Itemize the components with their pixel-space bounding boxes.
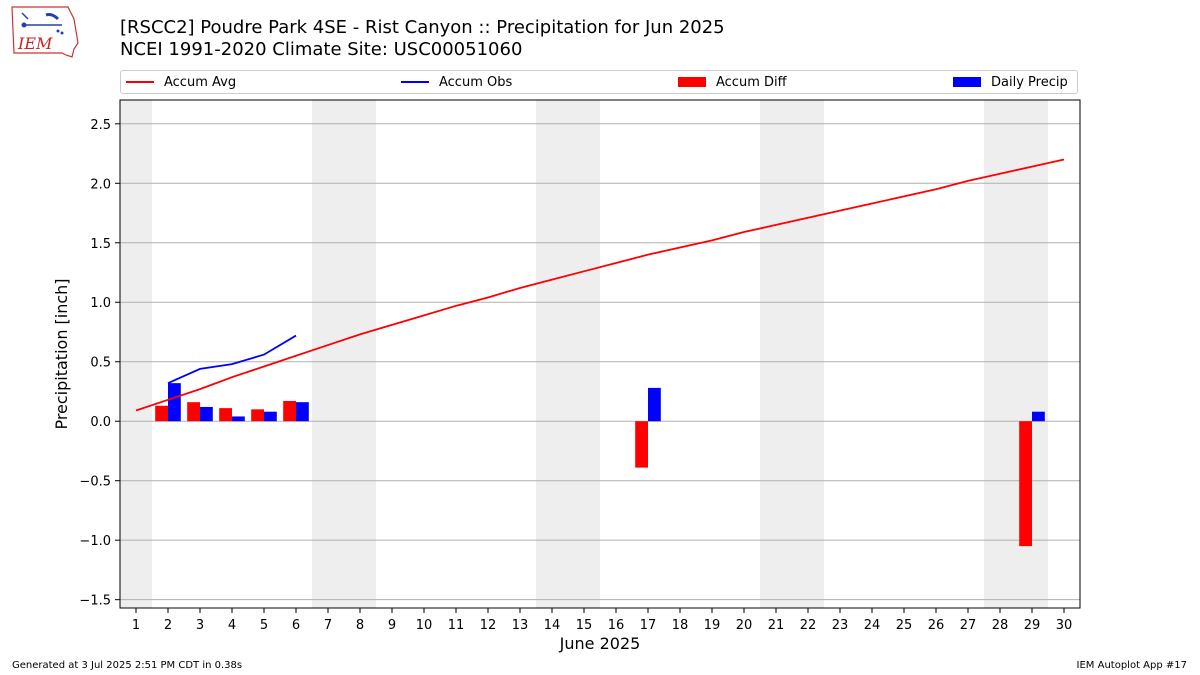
- x-tick-label: 20: [736, 618, 753, 633]
- daily-precip-bar: [648, 387, 661, 422]
- legend-item-accum-diff: Accum Diff: [678, 71, 787, 93]
- x-tick-label: 8: [356, 618, 364, 633]
- legend-swatch-accum-avg: [126, 81, 154, 83]
- x-tick-label: 13: [512, 618, 529, 633]
- x-tick-label: 2: [164, 618, 172, 633]
- y-tick-label: 1.0: [90, 296, 111, 311]
- x-tick-label: 11: [448, 618, 465, 633]
- x-tick-label: 25: [896, 618, 913, 633]
- x-tick-label: 17: [640, 618, 657, 633]
- y-tick-label: −1.5: [79, 594, 111, 609]
- x-tick-label: 5: [260, 618, 268, 633]
- chart-legend: Accum Avg Accum Obs Accum Diff Daily Pre…: [120, 70, 1078, 94]
- x-tick-label: 1: [132, 618, 140, 633]
- x-tick-label: 26: [928, 618, 945, 633]
- legend-swatch-accum-obs: [401, 81, 429, 83]
- x-tick-label: 19: [704, 618, 721, 633]
- bars: [155, 383, 1045, 547]
- weekend-band: [344, 100, 376, 608]
- daily-precip-bar: [200, 406, 213, 422]
- chart-title: [RSCC2] Poudre Park 4SE - Rist Canyon ::…: [120, 17, 725, 38]
- x-tick-label: 23: [832, 618, 849, 633]
- x-tick-label: 3: [196, 618, 204, 633]
- y-tick-label: −0.5: [79, 475, 111, 490]
- x-tick-label: 9: [388, 618, 396, 633]
- legend-label-accum-obs: Accum Obs: [439, 74, 513, 90]
- weekend-shading: [120, 100, 1048, 608]
- x-tick-label: 12: [480, 618, 497, 633]
- legend-item-accum-obs: Accum Obs: [401, 71, 512, 93]
- daily-precip-bar: [232, 416, 245, 422]
- x-tick-label: 27: [960, 618, 977, 633]
- accum-diff-bar: [219, 408, 232, 422]
- y-axis: −1.5 −1.0 −0.5 0.0 0.5 1.0 1.5 2.0 2.5: [79, 118, 120, 609]
- y-tick-label: −1.0: [79, 534, 111, 549]
- generated-note: Generated at 3 Jul 2025 2:51 PM CDT in 0…: [12, 660, 243, 671]
- x-tick-label: 15: [576, 618, 593, 633]
- legend-item-accum-avg: Accum Avg: [126, 71, 236, 93]
- app-note: IEM Autoplot App #17: [1076, 660, 1187, 671]
- x-axis: 1 2 3 4 5 6 7 8 9 10 11 12 13 14 15 16 17 18 19 20 21 22 23 24 2…: [132, 608, 1072, 633]
- y-tick-label: 0.5: [90, 356, 111, 371]
- weekend-band: [760, 100, 792, 608]
- legend-label-accum-diff: Accum Diff: [716, 74, 787, 90]
- gridlines: [120, 123, 1080, 601]
- weekend-band: [312, 100, 344, 608]
- svg-text:IEM: IEM: [17, 34, 53, 53]
- y-tick-label: 2.0: [90, 177, 111, 192]
- y-tick-label: 2.5: [90, 118, 111, 133]
- x-tick-label: 18: [672, 618, 689, 633]
- accum-diff-bar: [635, 421, 648, 468]
- x-tick-label: 4: [228, 618, 236, 633]
- weekend-band: [536, 100, 568, 608]
- accum-avg-line: [135, 158, 1065, 412]
- x-tick-label: 30: [1056, 618, 1073, 633]
- weekend-band: [984, 100, 1016, 608]
- accum-obs-line: [167, 334, 297, 384]
- daily-precip-bar: [264, 411, 277, 422]
- x-axis-label: June 2025: [559, 634, 641, 653]
- iem-logo: IEM: [11, 6, 79, 58]
- weekend-band: [792, 100, 824, 608]
- legend-item-daily-precip: Daily Precip: [953, 71, 1068, 93]
- weekend-band: [568, 100, 600, 608]
- x-tick-label: 10: [416, 618, 433, 633]
- legend-label-accum-avg: Accum Avg: [164, 74, 237, 90]
- plot-frame: [119, 99, 1081, 609]
- accum-diff-bar: [283, 400, 296, 422]
- x-tick-label: 6: [292, 618, 300, 633]
- x-tick-label: 14: [544, 618, 561, 633]
- chart-subtitle: NCEI 1991-2020 Climate Site: USC00051060: [120, 39, 523, 60]
- accum-diff-bar: [187, 402, 200, 422]
- lines: [135, 158, 1065, 412]
- x-tick-label: 22: [800, 618, 817, 633]
- accum-diff-bar: [251, 409, 264, 422]
- x-tick-label: 7: [324, 618, 332, 633]
- x-tick-label: 21: [768, 618, 785, 633]
- legend-swatch-accum-diff: [678, 77, 706, 87]
- x-tick-label: 29: [1024, 618, 1041, 633]
- legend-label-daily-precip: Daily Precip: [991, 74, 1068, 90]
- y-axis-label: Precipitation [inch]: [52, 278, 71, 429]
- y-tick-label: 1.5: [90, 237, 111, 252]
- y-tick-label: 0.0: [90, 415, 111, 430]
- daily-precip-bar: [168, 383, 181, 422]
- legend-swatch-daily-precip: [953, 77, 981, 87]
- accum-diff-bar: [1019, 421, 1032, 547]
- x-tick-label: 28: [992, 618, 1009, 633]
- daily-precip-bar: [296, 402, 309, 422]
- x-tick-label: 16: [608, 618, 625, 633]
- daily-precip-bar: [1032, 411, 1045, 422]
- weekend-band: [120, 100, 152, 608]
- accum-diff-bar: [155, 405, 168, 422]
- x-tick-label: 24: [864, 618, 881, 633]
